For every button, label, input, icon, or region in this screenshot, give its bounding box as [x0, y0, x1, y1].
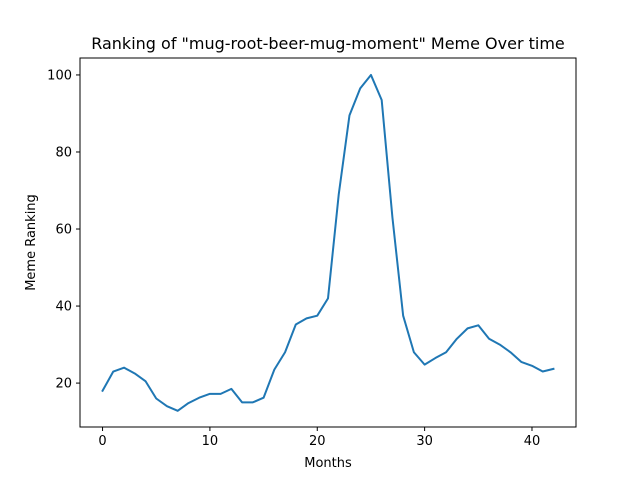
y-tick-label: 40	[55, 300, 72, 315]
x-tick-label: 30	[416, 434, 433, 449]
x-tick-label: 20	[309, 434, 326, 449]
series-line	[101, 73, 555, 412]
y-tick-label: 100	[47, 68, 72, 83]
chart-title: Ranking of "mug-root-beer-mug-moment" Me…	[91, 34, 565, 53]
plot-area-frame	[79, 57, 577, 428]
y-axis-label: Meme Ranking	[24, 194, 39, 291]
y-axis-ticks: 20 40 60 80 100	[47, 68, 80, 392]
x-axis-ticks: 0 10 20 30 40	[98, 427, 540, 449]
x-tick-label: 10	[202, 434, 219, 449]
x-tick-label: 0	[98, 434, 106, 449]
y-tick-label: 20	[55, 377, 72, 392]
x-tick-label: 40	[524, 434, 541, 449]
y-tick-label: 60	[55, 223, 72, 238]
x-axis-label: Months	[304, 456, 352, 471]
y-tick-label: 80	[55, 145, 72, 160]
